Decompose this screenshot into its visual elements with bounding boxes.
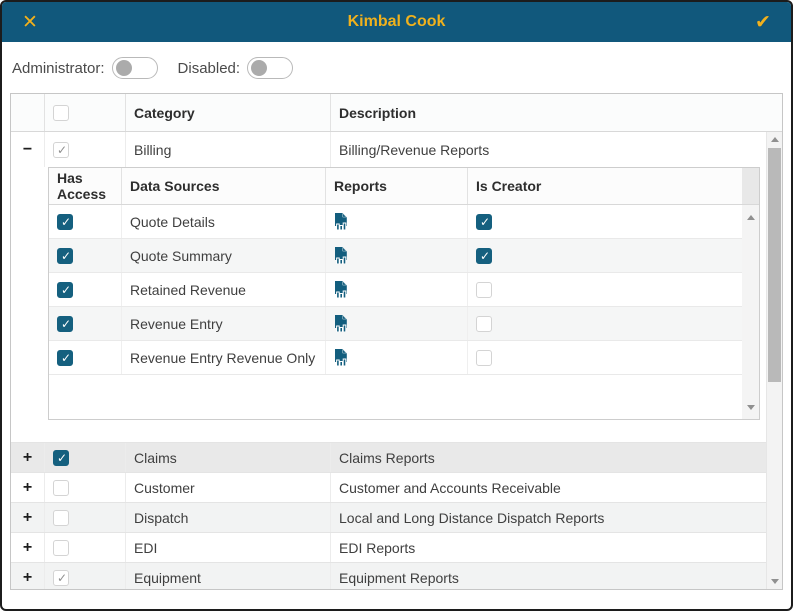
data-source-row[interactable]: Revenue Entry Revenue Only — [49, 341, 759, 375]
category-checkbox[interactable] — [53, 509, 69, 526]
table-row[interactable]: + Claims Claims Reports — [11, 443, 782, 473]
toggle-knob — [251, 60, 268, 76]
has-access-column-header: Has Access — [49, 168, 122, 204]
disabled-label: Disabled: — [177, 59, 241, 77]
table-row[interactable]: + Equipment Equipment Reports — [11, 563, 782, 589]
category-label: Equipment — [134, 569, 201, 586]
administrator-label: Administrator: — [12, 59, 105, 77]
reports-column-header: Reports — [326, 168, 468, 204]
description-label: EDI Reports — [339, 539, 416, 556]
is-creator-checkbox[interactable] — [476, 349, 492, 366]
category-checkbox[interactable] — [53, 141, 70, 158]
scrollbar-thumb[interactable] — [768, 148, 781, 382]
description-column-header: Description — [339, 104, 417, 121]
has-access-checkbox[interactable] — [57, 281, 74, 298]
category-label: Billing — [134, 141, 172, 158]
expand-icon[interactable]: + — [22, 478, 33, 496]
data-source-row[interactable]: Quote Summary — [49, 239, 759, 273]
inner-scrollbar[interactable] — [742, 168, 759, 419]
is-creator-checkbox[interactable] — [476, 247, 493, 264]
category-checkbox[interactable] — [53, 449, 70, 466]
toggle-knob — [115, 60, 132, 76]
data-sources-column-header: Data Sources — [122, 168, 326, 204]
administrator-toggle-group: Administrator: — [12, 57, 158, 79]
data-source-row[interactable]: Retained Revenue — [49, 273, 759, 307]
category-label: EDI — [134, 539, 158, 556]
categories-grid-header: Category Description — [11, 94, 782, 132]
administrator-toggle[interactable] — [111, 57, 158, 79]
collapse-icon[interactable]: − — [22, 140, 33, 158]
confirm-check-icon[interactable]: ✔ — [755, 11, 771, 33]
report-file-icon[interactable] — [334, 247, 348, 264]
is-creator-column-header: Is Creator — [476, 178, 542, 194]
close-icon[interactable]: ✕ — [22, 11, 38, 33]
categories-grid: Category Description − Billing Billing/R… — [10, 93, 783, 590]
is-creator-checkbox[interactable] — [476, 281, 492, 298]
data-source-row[interactable]: Quote Details — [49, 205, 759, 239]
scroll-up-icon[interactable] — [767, 132, 782, 147]
outer-scrollbar[interactable] — [766, 132, 782, 589]
data-source-label: Revenue Entry Revenue Only — [130, 349, 316, 366]
category-label: Customer — [134, 479, 195, 496]
scroll-down-icon[interactable] — [767, 574, 782, 589]
scrollbar-corner — [742, 168, 759, 205]
category-checkbox[interactable] — [53, 539, 69, 556]
expand-icon[interactable]: + — [22, 538, 33, 556]
category-checkbox[interactable] — [53, 569, 70, 586]
description-label: Claims Reports — [339, 449, 435, 466]
category-label: Claims — [134, 449, 177, 466]
expand-icon[interactable]: + — [22, 448, 33, 466]
select-all-checkbox[interactable] — [53, 104, 69, 121]
select-all-column-header — [45, 94, 126, 131]
has-access-checkbox[interactable] — [57, 247, 74, 264]
table-row[interactable]: + Dispatch Local and Long Distance Dispa… — [11, 503, 782, 533]
description-label: Customer and Accounts Receivable — [339, 479, 561, 496]
has-access-checkbox[interactable] — [57, 213, 74, 230]
category-column-header: Category — [126, 94, 331, 131]
table-row-billing-expanded[interactable]: − Billing Billing/Revenue Reports Has Ac… — [11, 132, 782, 443]
report-file-icon[interactable] — [334, 281, 348, 298]
category-checkbox[interactable] — [53, 479, 69, 496]
disabled-toggle[interactable] — [247, 57, 294, 79]
data-source-row[interactable]: Revenue Entry — [49, 307, 759, 341]
dialog-titlebar: ✕ Kimbal Cook ✔ — [2, 2, 791, 42]
has-access-checkbox[interactable] — [57, 315, 74, 332]
is-creator-checkbox[interactable] — [476, 213, 493, 230]
description-label: Billing/Revenue Reports — [339, 141, 490, 158]
disabled-toggle-group: Disabled: — [178, 57, 294, 79]
description-label: Equipment Reports — [339, 569, 459, 586]
expand-icon[interactable]: + — [22, 508, 33, 526]
data-source-label: Quote Details — [130, 213, 215, 230]
is-creator-checkbox[interactable] — [476, 315, 492, 332]
table-row[interactable]: + Customer Customer and Accounts Receiva… — [11, 473, 782, 503]
data-source-label: Quote Summary — [130, 247, 232, 264]
table-row[interactable]: + EDI EDI Reports — [11, 533, 782, 563]
report-file-icon[interactable] — [334, 349, 348, 366]
expand-icon[interactable]: + — [22, 568, 33, 586]
data-sources-grid-header: Has Access Data Sources Reports Is Creat… — [49, 168, 759, 205]
expander-column-header — [11, 94, 45, 131]
description-label: Local and Long Distance Dispatch Reports — [339, 509, 605, 526]
dialog-title: Kimbal Cook — [347, 13, 446, 30]
data-source-label: Retained Revenue — [130, 281, 246, 298]
report-file-icon[interactable] — [334, 213, 348, 230]
category-label: Dispatch — [134, 509, 189, 526]
report-file-icon[interactable] — [334, 315, 348, 332]
user-flags-row: Administrator: Disabled: — [2, 42, 791, 93]
scroll-down-icon[interactable] — [742, 400, 759, 415]
data-source-label: Revenue Entry — [130, 315, 223, 332]
has-access-checkbox[interactable] — [57, 349, 74, 366]
scroll-up-icon[interactable] — [742, 210, 759, 225]
data-sources-grid: Has Access Data Sources Reports Is Creat… — [48, 167, 760, 420]
